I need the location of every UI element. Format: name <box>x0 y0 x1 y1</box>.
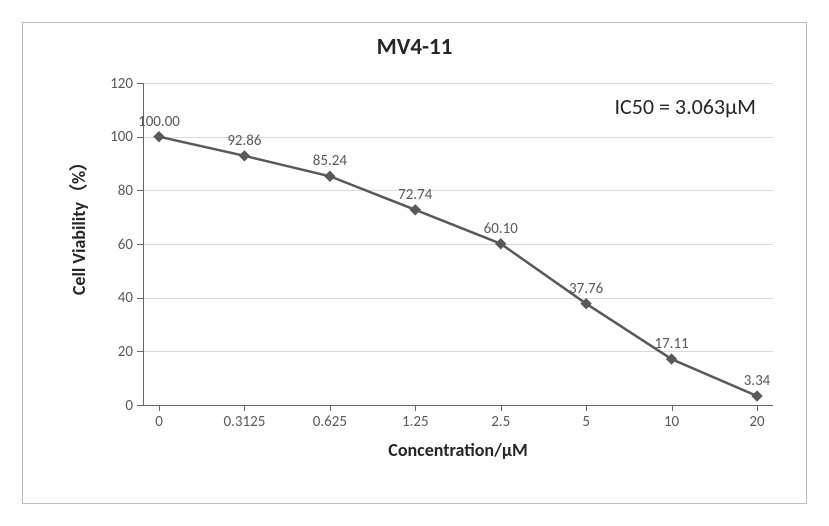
series-marker <box>752 391 762 401</box>
x-tick <box>159 405 160 411</box>
y-tick <box>137 298 143 299</box>
data-label: 85.24 <box>313 152 347 170</box>
y-tick-label: 40 <box>93 289 133 307</box>
data-label: 37.76 <box>569 280 603 298</box>
y-tick <box>137 351 143 352</box>
y-tick-label: 60 <box>93 236 133 254</box>
series-marker <box>154 132 164 142</box>
x-tick <box>757 405 758 411</box>
x-tick <box>501 405 502 411</box>
data-label: 3.34 <box>744 372 771 390</box>
y-tick <box>137 83 143 84</box>
x-tick <box>586 405 587 411</box>
x-tick <box>330 405 331 411</box>
series-path <box>159 137 757 396</box>
chart-card: MV4-11 IC50 = 3.063μM 100.0092.8685.2472… <box>22 22 807 504</box>
y-tick <box>137 405 143 406</box>
y-tick-label: 80 <box>93 182 133 200</box>
data-label: 60.10 <box>484 220 518 238</box>
x-tick-label: 0.3125 <box>224 413 266 431</box>
x-tick-label: 1.25 <box>402 413 429 431</box>
plot-area: 100.0092.8685.2472.7460.1037.7617.113.34 <box>143 83 773 405</box>
y-tick-label: 20 <box>93 343 133 361</box>
x-axis-title: Concentration/μM <box>143 439 773 461</box>
series-marker <box>325 171 335 181</box>
x-tick <box>672 405 673 411</box>
x-tick-label: 5 <box>582 413 590 431</box>
data-label: 92.86 <box>227 132 261 150</box>
series-marker <box>410 205 420 215</box>
x-tick <box>244 405 245 411</box>
y-tick-label: 100 <box>93 128 133 146</box>
chart-title: MV4-11 <box>23 33 806 61</box>
x-tick-label: 2.5 <box>491 413 510 431</box>
x-tick-label: 10 <box>664 413 679 431</box>
x-axis-line <box>143 405 773 406</box>
y-tick-label: 120 <box>93 75 133 93</box>
series-marker <box>239 151 249 161</box>
y-tick-label: 0 <box>93 397 133 415</box>
y-tick <box>137 137 143 138</box>
data-label: 72.74 <box>398 186 432 204</box>
x-tick <box>415 405 416 411</box>
data-label: 100.00 <box>138 113 180 131</box>
data-label: 17.11 <box>654 335 688 353</box>
page: MV4-11 IC50 = 3.063μM 100.0092.8685.2472… <box>0 0 829 526</box>
y-tick <box>137 244 143 245</box>
x-tick-label: 20 <box>749 413 764 431</box>
y-tick <box>137 190 143 191</box>
x-tick-label: 0 <box>155 413 163 431</box>
x-tick-label: 0.625 <box>313 413 347 431</box>
y-axis-title: Cell Viability（%） <box>65 124 91 324</box>
